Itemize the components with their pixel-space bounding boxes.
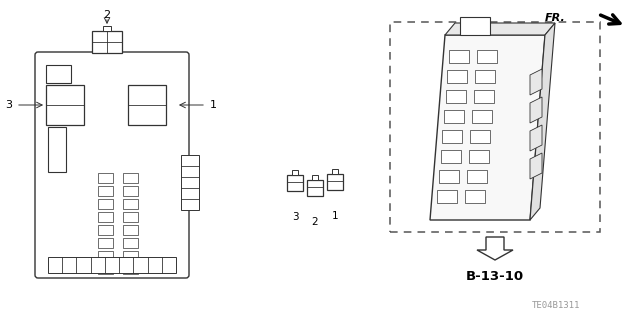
- Bar: [390, 22, 600, 232]
- Bar: [123, 199, 138, 209]
- Bar: [123, 238, 138, 248]
- Text: 2: 2: [312, 217, 318, 227]
- Bar: [292, 170, 298, 175]
- Bar: [287, 175, 303, 191]
- Text: 3: 3: [5, 100, 12, 110]
- Bar: [98, 225, 113, 235]
- Polygon shape: [442, 130, 462, 143]
- Bar: [48, 257, 176, 273]
- Polygon shape: [530, 69, 542, 95]
- Bar: [92, 31, 122, 53]
- Bar: [181, 155, 199, 210]
- Text: 1: 1: [332, 211, 339, 221]
- Bar: [46, 65, 71, 83]
- Bar: [123, 225, 138, 235]
- Text: 1: 1: [210, 100, 217, 110]
- Polygon shape: [472, 110, 492, 123]
- Polygon shape: [441, 150, 461, 163]
- Polygon shape: [447, 70, 467, 83]
- FancyBboxPatch shape: [35, 52, 189, 278]
- Polygon shape: [445, 90, 465, 103]
- Bar: [98, 264, 113, 274]
- Polygon shape: [530, 97, 542, 123]
- Bar: [98, 238, 113, 248]
- Polygon shape: [465, 190, 485, 203]
- Bar: [103, 26, 111, 31]
- Bar: [123, 212, 138, 222]
- Polygon shape: [445, 23, 555, 35]
- Polygon shape: [474, 90, 493, 103]
- Polygon shape: [530, 125, 542, 151]
- Polygon shape: [470, 130, 490, 143]
- Bar: [123, 264, 138, 274]
- Bar: [123, 173, 138, 183]
- Polygon shape: [444, 110, 464, 123]
- Bar: [123, 251, 138, 261]
- Polygon shape: [475, 70, 495, 83]
- Bar: [327, 174, 343, 190]
- Bar: [98, 212, 113, 222]
- Bar: [98, 251, 113, 261]
- Bar: [312, 175, 318, 180]
- Polygon shape: [460, 17, 490, 35]
- Polygon shape: [477, 50, 497, 63]
- Polygon shape: [530, 23, 555, 220]
- Bar: [307, 180, 323, 196]
- Bar: [98, 186, 113, 196]
- Polygon shape: [439, 170, 459, 183]
- Polygon shape: [468, 150, 489, 163]
- Bar: [98, 173, 113, 183]
- Bar: [98, 199, 113, 209]
- Polygon shape: [437, 190, 458, 203]
- Bar: [46, 85, 84, 125]
- Bar: [128, 85, 166, 125]
- Polygon shape: [430, 35, 545, 220]
- Polygon shape: [449, 50, 468, 63]
- Text: FR.: FR.: [545, 13, 566, 23]
- Text: 3: 3: [292, 212, 298, 222]
- Text: 2: 2: [104, 10, 111, 20]
- Bar: [48, 127, 66, 172]
- Text: B-13-10: B-13-10: [466, 270, 524, 283]
- Bar: [123, 186, 138, 196]
- Bar: [332, 169, 338, 174]
- Polygon shape: [477, 237, 513, 260]
- Polygon shape: [467, 170, 487, 183]
- Polygon shape: [530, 153, 542, 179]
- Text: TE04B1311: TE04B1311: [532, 301, 580, 310]
